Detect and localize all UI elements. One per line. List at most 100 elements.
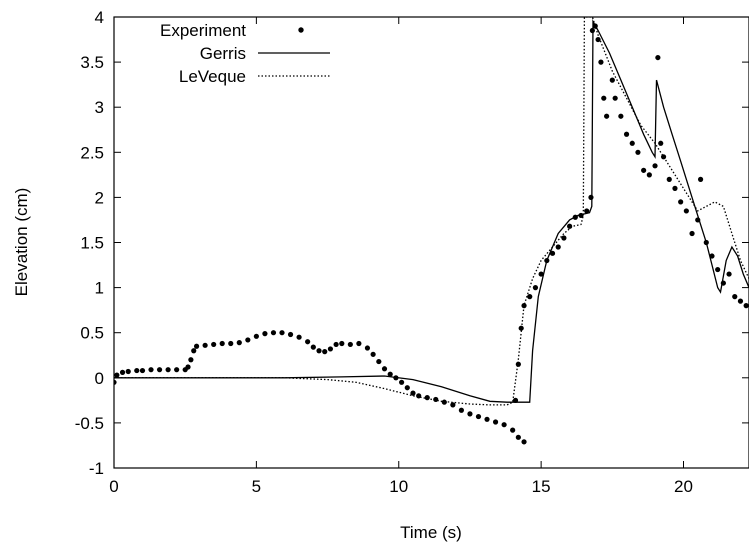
data-point-experiment xyxy=(139,367,146,374)
data-point-experiment xyxy=(296,334,302,340)
legend-label-experiment: Experiment xyxy=(160,21,246,40)
data-point-experiment xyxy=(185,364,191,370)
data-point-experiment xyxy=(555,244,561,250)
data-point-experiment xyxy=(279,330,285,336)
data-point-experiment xyxy=(310,344,316,350)
data-point-experiment xyxy=(450,402,456,408)
data-point-experiment xyxy=(376,358,382,365)
data-point-experiment xyxy=(156,367,163,373)
data-point-experiment xyxy=(492,419,499,425)
y-tick-label: 2 xyxy=(95,188,104,207)
series-line-leveque xyxy=(114,17,749,406)
data-point-experiment xyxy=(484,416,490,422)
legend: Experiment Gerris LeVeque xyxy=(160,21,330,86)
data-point-experiment xyxy=(618,113,624,119)
data-point-experiment xyxy=(347,341,353,348)
data-point-experiment xyxy=(399,379,405,385)
data-point-experiment xyxy=(743,303,749,309)
x-tick-label: 20 xyxy=(674,477,693,496)
data-point-experiment xyxy=(193,343,200,349)
data-point-experiment xyxy=(567,223,573,229)
y-tick-label: 3.5 xyxy=(80,53,104,72)
data-point-experiment xyxy=(327,346,334,352)
data-point-experiment xyxy=(732,294,738,300)
data-point-experiment xyxy=(356,340,362,347)
data-point-experiment xyxy=(726,271,732,277)
data-point-experiment xyxy=(521,303,527,309)
data-point-experiment xyxy=(458,407,464,413)
data-point-experiment xyxy=(467,411,473,417)
data-point-experiment xyxy=(527,294,533,300)
data-point-experiment xyxy=(635,149,641,155)
y-tick-label: 4 xyxy=(95,8,104,27)
data-point-experiment xyxy=(666,176,672,182)
y-tick-label: 3 xyxy=(95,98,104,117)
data-point-experiment xyxy=(433,396,439,403)
data-point-experiment xyxy=(228,340,234,347)
data-point-experiment xyxy=(114,379,117,385)
series-line-gerris xyxy=(114,19,749,403)
data-point-experiment xyxy=(165,367,171,373)
data-point-experiment xyxy=(652,163,658,169)
data-point-experiment xyxy=(188,357,194,363)
series-experiment xyxy=(114,23,749,445)
data-point-experiment xyxy=(737,298,744,304)
x-tick-label: 10 xyxy=(389,477,408,496)
y-tick-label: -1 xyxy=(89,459,104,478)
data-point-experiment xyxy=(387,371,393,377)
data-point-experiment xyxy=(236,340,242,346)
x-tick-label: 5 xyxy=(252,477,261,496)
data-point-experiment xyxy=(253,333,259,339)
data-point-experiment xyxy=(202,342,208,348)
legend-marker-experiment xyxy=(298,27,304,33)
y-tick-label: 0.5 xyxy=(80,324,104,343)
data-point-experiment xyxy=(678,199,684,205)
data-point-experiment xyxy=(683,208,689,214)
data-point-experiment xyxy=(364,345,371,351)
data-point-experiment xyxy=(655,54,661,61)
data-point-experiment xyxy=(370,351,376,357)
data-point-experiment xyxy=(598,59,604,65)
data-point-experiment xyxy=(672,185,678,191)
data-point-experiment xyxy=(339,340,345,347)
data-point-experiment xyxy=(697,176,704,182)
data-point-experiment xyxy=(641,167,647,173)
data-point-experiment xyxy=(549,250,556,256)
data-point-experiment xyxy=(219,340,225,347)
data-point-experiment xyxy=(134,367,140,374)
data-point-experiment xyxy=(114,372,120,378)
data-point-experiment xyxy=(689,230,695,237)
data-point-experiment xyxy=(646,172,652,178)
y-tick-label: 0 xyxy=(95,369,104,388)
data-point-experiment xyxy=(532,285,539,291)
data-point-experiment xyxy=(561,235,567,241)
data-point-experiment xyxy=(287,331,294,338)
data-point-experiment xyxy=(584,208,590,214)
legend-label-gerris: Gerris xyxy=(200,44,246,63)
data-point-experiment xyxy=(381,366,388,372)
data-point-experiment xyxy=(501,422,507,428)
data-point-experiment xyxy=(191,348,197,354)
data-point-experiment xyxy=(623,131,630,137)
data-point-experiment xyxy=(410,390,416,396)
data-point-experiment xyxy=(174,367,180,373)
x-tick-label: 15 xyxy=(532,477,551,496)
data-point-experiment xyxy=(211,341,217,348)
legend-label-leveque: LeVeque xyxy=(179,67,246,86)
y-tick-label: -0.5 xyxy=(75,414,104,433)
data-point-experiment xyxy=(270,330,277,336)
data-point-experiment xyxy=(316,348,322,354)
x-tick-label: 0 xyxy=(109,477,118,496)
data-point-experiment xyxy=(521,439,527,445)
data-point-experiment xyxy=(475,413,482,420)
data-point-experiment xyxy=(715,266,721,273)
data-point-experiment xyxy=(612,95,618,101)
data-point-experiment xyxy=(125,368,131,375)
data-point-experiment xyxy=(148,367,154,373)
data-point-experiment xyxy=(262,331,268,337)
plot-area xyxy=(114,17,749,445)
data-point-experiment xyxy=(595,36,601,43)
y-tick-label: 1 xyxy=(95,279,104,298)
x-axis-ticks: 0 5 10 15 20 xyxy=(109,17,693,496)
